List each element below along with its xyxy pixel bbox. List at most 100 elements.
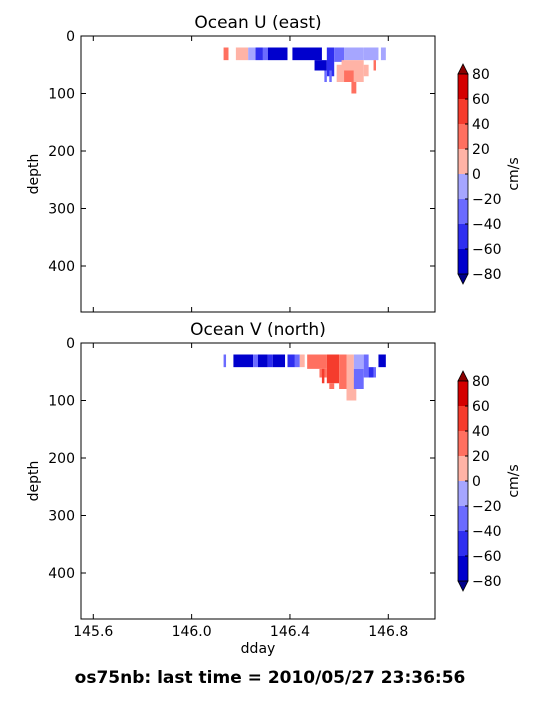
y-tick-label: 100 xyxy=(48,394,75,410)
data-cell-9 xyxy=(307,354,327,369)
colorbar-label: cm/s xyxy=(506,464,522,497)
y-tick-label: 300 xyxy=(48,202,75,218)
y-axis-label: depth xyxy=(26,461,42,502)
data-cell-4 xyxy=(267,354,273,368)
panel-1: 0 100 200 300 400 Ocean U (east) depth xyxy=(26,13,436,313)
data-cell-7 xyxy=(294,354,300,368)
colorbar-segment xyxy=(458,249,468,274)
figure-suptitle: os75nb: last time = 2010/05/27 23:36:56 xyxy=(75,668,466,688)
colorbar-over-extension xyxy=(457,63,469,75)
data-cell-0 xyxy=(223,47,229,61)
colorbar: −80 −60 −40 −20 0 20 40 60 80 cm/s xyxy=(457,370,522,592)
colorbar-tick-label: 0 xyxy=(472,167,481,183)
y-tick-label: 200 xyxy=(48,451,75,467)
data-cell-2 xyxy=(248,47,256,61)
colorbar-under-extension xyxy=(457,580,469,592)
data-cell-15 xyxy=(344,70,354,82)
colorbar-tick-label: −40 xyxy=(472,217,502,233)
colorbar-tick-label: −40 xyxy=(472,524,502,540)
data-cell-6 xyxy=(292,47,322,61)
x-tick-label: 146.4 xyxy=(270,624,310,640)
colorbar-tick-label: 0 xyxy=(472,474,481,490)
panel-2: 0 100 200 300 400 145.6 146.0 146.4 146.8 Ocean V… xyxy=(26,320,436,657)
data-cell-4 xyxy=(262,47,268,61)
data-cell-14 xyxy=(336,64,345,82)
data-cell-17 xyxy=(351,82,357,94)
data-cell-5 xyxy=(267,47,288,61)
data-cell-16 xyxy=(353,70,364,82)
data-cell-11 xyxy=(326,354,340,384)
data-cell-16 xyxy=(353,354,364,369)
data-cell-8 xyxy=(299,354,305,368)
colorbar-segment xyxy=(458,381,468,406)
colorbar-segment xyxy=(458,124,468,149)
data-cell-8 xyxy=(326,47,335,77)
x-tick-label: 145.6 xyxy=(73,624,113,640)
colorbar-under-extension xyxy=(457,273,469,285)
colorbar-segment xyxy=(458,174,468,199)
colorbar-label: cm/s xyxy=(506,157,522,190)
data-cell-11 xyxy=(363,47,379,61)
colorbar-tick-label: 60 xyxy=(472,92,490,108)
colorbar-segment xyxy=(458,531,468,556)
data-cell-21 xyxy=(324,70,327,82)
data-cell-19 xyxy=(368,367,374,378)
colorbar-segment xyxy=(458,556,468,581)
data-cell-14 xyxy=(346,354,354,378)
plot-frame xyxy=(80,35,436,313)
data-cell-12 xyxy=(380,47,386,61)
plot-area xyxy=(81,343,435,619)
data-cell-15 xyxy=(346,377,357,401)
colorbar-segment xyxy=(458,199,468,224)
data-cell-0 xyxy=(223,354,227,368)
y-tick-label: 100 xyxy=(48,87,75,103)
y-axis-label: depth xyxy=(26,154,42,195)
colorbar-tick-label: −20 xyxy=(472,499,502,515)
colorbar-tick-label: 80 xyxy=(472,67,490,83)
colorbar-tick-label: −20 xyxy=(472,192,502,208)
colorbar-tick-label: −60 xyxy=(472,549,502,565)
data-cell-7 xyxy=(314,60,327,71)
data-cell-18 xyxy=(363,354,369,378)
data-cell-2 xyxy=(253,354,258,368)
y-tick-label: 300 xyxy=(48,509,75,525)
data-cell-19 xyxy=(373,60,376,71)
data-cell-5 xyxy=(272,354,286,368)
colorbar-segment xyxy=(458,224,468,249)
colorbar-tick-label: 20 xyxy=(472,449,490,465)
colorbar-tick-label: 80 xyxy=(472,374,490,390)
colorbar-tick-label: 20 xyxy=(472,142,490,158)
data-cell-12 xyxy=(329,383,335,389)
data-cell-6 xyxy=(287,354,295,368)
data-cell-21 xyxy=(373,367,376,378)
colorbar-segment xyxy=(458,506,468,531)
data-cell-17 xyxy=(353,368,364,389)
data-cell-20 xyxy=(378,354,386,368)
y-tick-label: 400 xyxy=(48,259,75,275)
colorbar-over-extension xyxy=(457,370,469,382)
colorbar-tick-label: −60 xyxy=(472,242,502,258)
data-cell-22 xyxy=(321,368,325,384)
plot-frame xyxy=(80,342,436,620)
colorbar-segment xyxy=(458,456,468,481)
colorbar-tick-label: 60 xyxy=(472,399,490,415)
data-cell-18 xyxy=(363,64,369,77)
x-tick-label: 146.8 xyxy=(368,624,408,640)
data-cell-3 xyxy=(255,47,263,61)
colorbar-segment xyxy=(458,99,468,124)
x-tick-label: 146.0 xyxy=(172,624,212,640)
data-cell-13 xyxy=(341,60,364,71)
data-cell-20 xyxy=(329,70,332,82)
colorbar-tick-label: −80 xyxy=(472,574,502,590)
data-cell-9 xyxy=(334,47,345,62)
colorbar-tick-label: 40 xyxy=(472,117,490,133)
colorbar-segment xyxy=(458,406,468,431)
y-tick-label: 200 xyxy=(48,144,75,160)
colorbar: −80 −60 −40 −20 0 20 40 60 80 cm/s xyxy=(457,63,522,285)
y-tick-label: 0 xyxy=(66,336,75,352)
colorbar-segment xyxy=(458,431,468,456)
colorbar-tick-label: 40 xyxy=(472,424,490,440)
data-cell-10 xyxy=(344,47,364,61)
y-tick-label: 400 xyxy=(48,566,75,582)
